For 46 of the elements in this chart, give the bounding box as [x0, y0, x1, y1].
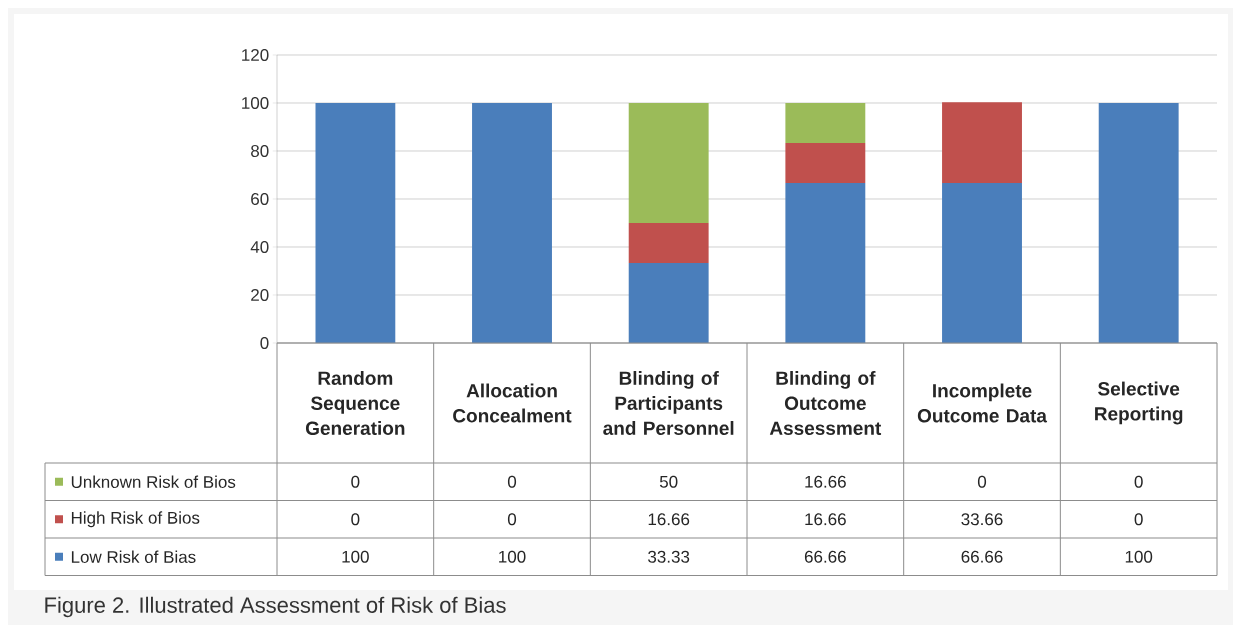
data-label: 33.33 [648, 550, 690, 563]
bar [785, 103, 866, 144]
bar [1098, 103, 1179, 343]
bar [785, 143, 866, 184]
x-tick-label: Incomplete Outcome Data [917, 383, 1048, 423]
legend-label: High Risk of Bios [71, 511, 200, 528]
bar [785, 183, 866, 343]
y-tick-label: 60 [251, 192, 269, 206]
data-label: 0 [977, 475, 987, 488]
data-label: 66.66 [961, 550, 1003, 563]
x-tick-label: Blinding of Outcome Assessment [769, 371, 882, 435]
x-tick-label: Allocation Concealment [453, 383, 572, 423]
data-label: 0 [507, 475, 517, 488]
data-label: 100 [342, 550, 369, 563]
bar [942, 183, 1022, 343]
y-tick-label: 40 [250, 240, 269, 254]
y-tick-label: 100 [242, 96, 269, 110]
x-tick-label: Random Sequence Generation [305, 371, 405, 435]
bar [472, 103, 552, 343]
y-tick-label: 20 [251, 288, 269, 302]
data-label: 0 [351, 513, 360, 526]
bar [315, 103, 396, 343]
data-label: 100 [1125, 550, 1153, 563]
data-label: 16.66 [648, 513, 690, 526]
data-label: 33.66 [961, 513, 1003, 526]
data-label: 16.66 [805, 475, 846, 488]
bar [628, 223, 709, 264]
data-label: 0 [1134, 475, 1143, 488]
x-tick-label: Selective Reporting [1095, 381, 1183, 425]
x-tick-label: Blinding of Participants and Personnel [603, 371, 734, 435]
data-label: 16.66 [805, 513, 846, 526]
data-label: 100 [499, 550, 526, 563]
bar [628, 103, 709, 224]
bar [628, 263, 709, 343]
data-label: 0 [1134, 513, 1143, 526]
caption: Figure 2. Illustrated Assessment of Risk of Bias [45, 596, 506, 618]
y-tick-label: 80 [251, 144, 269, 158]
y-tick-label: 0 [260, 336, 269, 350]
legend-label: Low Risk of Bias [71, 550, 196, 563]
y-tick-label: 120 [242, 48, 269, 62]
data-label: 50 [659, 475, 678, 488]
bar [942, 102, 1022, 184]
data-label: 0 [507, 513, 517, 526]
legend-label: Unknown Risk of Bios [71, 475, 236, 488]
data-label: 0 [351, 475, 360, 488]
data-label: 66.66 [804, 550, 846, 563]
